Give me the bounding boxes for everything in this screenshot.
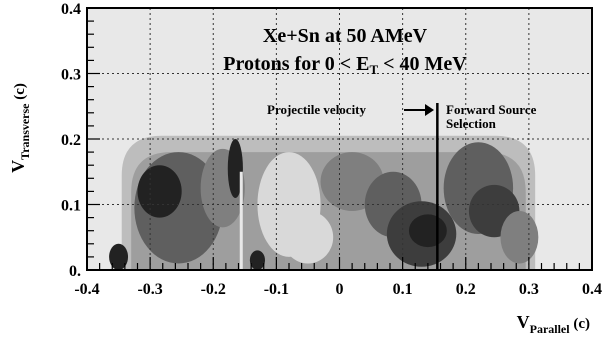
title-line2-suffix: < 40 MeV: [378, 53, 467, 75]
annotation-projectile-velocity: Projectile velocity: [267, 102, 367, 117]
x-tick-label: -0.2: [201, 281, 226, 298]
axis-ticks: -0.4 -0.3 -0.2 -0.1 0 0.1 0.2 0.3 0.4 0. 0.1 0.2 0.3…: [61, 1, 602, 298]
heatmap-region: [408, 214, 447, 248]
x-tick-label: 0.3: [519, 281, 539, 298]
y-axis-title-unit: (c): [12, 83, 28, 103]
x-tick-label: 0.2: [456, 281, 476, 298]
heatmap-region: [500, 211, 539, 264]
heatmap-region: [137, 165, 182, 218]
chart-title-line2: Protons for 0 < ET < 40 MeV: [223, 53, 467, 77]
y-tick-label: 0.1: [61, 198, 81, 215]
x-axis-title-sub: Parallel: [530, 322, 571, 336]
x-tick-label: -0.3: [137, 281, 162, 298]
y-tick-label: 0.3: [61, 67, 81, 84]
heatmap-gap: [239, 171, 243, 270]
y-axis-title: VTransverse (c): [8, 83, 32, 173]
title-line2-subscript: T: [369, 62, 378, 77]
heatmap-layer: [109, 135, 539, 270]
x-tick-label: 0.4: [582, 281, 602, 298]
grid: [87, 8, 592, 270]
annotation-forward-source-line1: Forward Source: [446, 102, 537, 117]
x-tick-label: -0.4: [74, 281, 99, 298]
y-tick-label: 0.: [69, 263, 81, 280]
x-tick-label: 0: [336, 281, 344, 298]
x-tick-label: -0.1: [264, 281, 289, 298]
y-axis-title-sub: Transverse: [18, 103, 32, 160]
x-axis-title-main: V: [517, 312, 530, 332]
x-axis-title-unit: (c): [570, 316, 590, 332]
arrow-right-icon: [404, 104, 434, 116]
x-tick-label: 0.1: [393, 281, 413, 298]
y-axis-title-main: V: [8, 160, 28, 173]
heatmap-region: [227, 139, 243, 198]
heatmap-region: [282, 211, 334, 264]
heatmap-region: [249, 250, 266, 270]
y-tick-label: 0.2: [61, 132, 81, 149]
title-line2-prefix: Protons for 0 < E: [223, 53, 369, 75]
chart-title-line1: Xe+Sn at 50 AMeV: [263, 25, 428, 47]
y-tick-label: 0.4: [61, 1, 81, 18]
heatmap-region: [109, 243, 129, 270]
annotation-forward-source-line2: Selection: [446, 116, 497, 131]
x-axis-title: VParallel (c): [517, 312, 590, 336]
